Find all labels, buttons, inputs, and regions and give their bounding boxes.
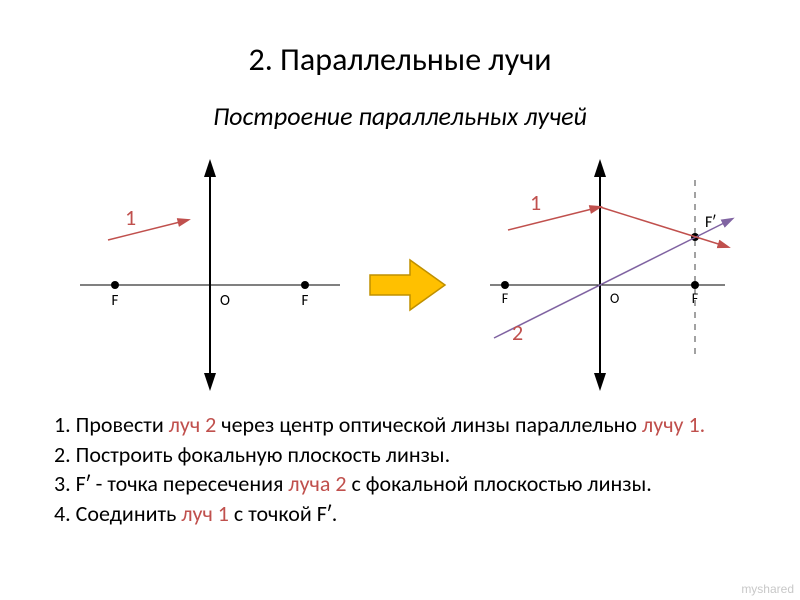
- ray-1-label: 1: [125, 204, 136, 231]
- step-1-ray1: лучу 1.: [642, 411, 705, 438]
- left-diagram: F F O 1: [80, 165, 340, 385]
- label-O: O: [610, 290, 619, 307]
- ray-2-label: 2: [512, 319, 523, 346]
- step-4: 4. Соединить луч 1 с точкой Fʹ.: [54, 499, 754, 529]
- diagrams-svg: F F O 1 F F O Fʹ 2 1: [0, 135, 800, 405]
- ray-1-label: 1: [530, 189, 541, 216]
- label-O: O: [220, 292, 230, 310]
- construction-steps: 1. Провести луч 2 через центр оптической…: [54, 410, 754, 529]
- label-F-right: F: [302, 292, 309, 310]
- slide-subtitle: Построение параллельных лучей: [0, 100, 800, 132]
- step-3-text-c: с фокальной плоскостью линзы: [347, 470, 647, 497]
- step-4-text-a: 4. Соединить: [54, 500, 181, 527]
- ray-1: [108, 220, 188, 240]
- big-arrow-icon: [370, 260, 445, 310]
- step-1-text-c: через центр оптической линзы параллельно: [216, 411, 642, 438]
- focal-point-right: [691, 281, 699, 289]
- step-3: 3. Fʹ - точка пересечения луча 2 с фокал…: [54, 469, 754, 499]
- step-2: 2. Построить фокальную плоскость линзы.: [54, 440, 754, 470]
- focal-point-left: [501, 281, 509, 289]
- step-4-text-c: с точкой Fʹ.: [229, 500, 337, 527]
- step-4-ray1: луч 1: [181, 500, 229, 527]
- ray-1-incident: [508, 207, 600, 230]
- focal-point-left: [111, 281, 119, 289]
- step-1-ray2: луч 2: [169, 411, 217, 438]
- step-3-ray2: луча 2: [288, 470, 346, 497]
- slide-title: 2. Параллельные лучи: [0, 40, 800, 79]
- label-F-right: F: [692, 290, 699, 307]
- step-1-text-a: 1. Провести: [54, 411, 169, 438]
- diagram-zone: F F O 1 F F O Fʹ 2 1: [0, 135, 800, 405]
- step-3-text-a: 3. Fʹ - точка пересечения: [54, 470, 288, 497]
- right-diagram: F F O Fʹ 2 1: [490, 165, 732, 385]
- label-F-left: F: [502, 290, 509, 307]
- watermark: myshared: [741, 582, 794, 596]
- step-3-dot: .: [646, 470, 652, 497]
- label-F-left: F: [112, 292, 119, 310]
- step-1: 1. Провести луч 2 через центр оптической…: [54, 410, 754, 440]
- focal-point-right: [301, 281, 309, 289]
